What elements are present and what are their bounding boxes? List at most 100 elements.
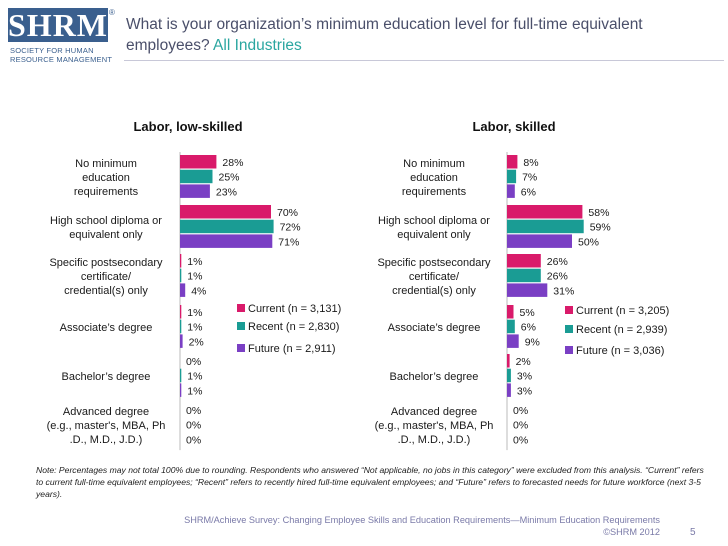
bar	[180, 368, 182, 383]
bar	[180, 334, 183, 348]
bar	[180, 219, 274, 234]
bar	[180, 319, 182, 334]
bar	[507, 234, 572, 248]
category-label: education	[410, 172, 458, 184]
data-label: 28%	[222, 157, 243, 169]
bar	[507, 268, 541, 283]
legend-swatch	[565, 325, 573, 333]
category-label: Bachelor’s degree	[390, 371, 479, 383]
bar	[507, 354, 510, 368]
bar	[180, 155, 217, 169]
data-label: 2%	[189, 336, 204, 348]
category-label: Advanced degree	[63, 406, 149, 418]
bar	[180, 184, 210, 198]
data-label: 6%	[521, 186, 536, 198]
data-label: 0%	[186, 356, 201, 368]
chart-title-2: Labor, skilled	[472, 119, 555, 134]
category-label: requirements	[402, 186, 467, 198]
footer-copyright: ©SHRM 2012	[603, 527, 660, 537]
category-label: equivalent only	[69, 229, 143, 241]
category-label: (e.g., master's, MBA, Ph	[47, 420, 166, 432]
logo-subtitle-line2: Resource Management	[10, 55, 113, 64]
legend-swatch	[565, 346, 573, 354]
bar	[180, 305, 182, 319]
category-label: Specific postsecondary	[377, 257, 491, 269]
footer: SHRM/Achieve Survey: Changing Employee S…	[154, 514, 660, 538]
legend-label: Recent (n = 2,830)	[248, 321, 339, 333]
category-label: equivalent only	[397, 229, 471, 241]
legend-swatch	[565, 306, 573, 314]
category-label: No minimum	[403, 158, 465, 170]
category-label: education	[82, 172, 130, 184]
data-label: 0%	[513, 405, 528, 417]
data-label: 1%	[187, 322, 202, 334]
bar	[180, 205, 271, 219]
category-label: Advanced degree	[391, 406, 477, 418]
category-label: .D., M.D., J.D.)	[70, 434, 143, 446]
category-label: High school diploma or	[378, 215, 490, 227]
data-label: 6%	[521, 322, 536, 334]
page-number: 5	[690, 527, 696, 538]
data-label: 70%	[277, 207, 298, 219]
data-label: 0%	[186, 405, 201, 417]
bar	[507, 205, 583, 219]
data-label: 72%	[280, 222, 301, 234]
data-label: 4%	[191, 285, 206, 297]
data-label: 71%	[278, 236, 299, 248]
bar	[180, 254, 182, 268]
category-label: Bachelor’s degree	[62, 371, 151, 383]
data-label: 1%	[187, 385, 202, 397]
category-label: .D., M.D., J.D.)	[398, 434, 471, 446]
data-label: 58%	[588, 207, 609, 219]
footnote: Note: Percentages may not total 100% due…	[36, 465, 704, 499]
category-label: Associate’s degree	[60, 322, 153, 334]
data-label: 0%	[186, 434, 201, 446]
legend-label: Future (n = 3,036)	[576, 345, 664, 357]
data-label: 9%	[525, 336, 540, 348]
data-label: 3%	[517, 371, 532, 383]
bar	[180, 169, 213, 184]
slide-title-subtitle: All Industries	[213, 37, 302, 54]
data-label: 5%	[520, 307, 535, 319]
data-label: 26%	[547, 256, 568, 268]
bar	[507, 368, 511, 383]
category-label: Specific postsecondary	[49, 257, 163, 269]
data-label: 3%	[517, 385, 532, 397]
data-label: 7%	[522, 172, 537, 184]
bar	[507, 184, 515, 198]
category-label: High school diploma or	[50, 215, 162, 227]
bar	[180, 234, 273, 248]
chart-title-1: Labor, low-skilled	[133, 119, 242, 134]
legend-swatch	[237, 304, 245, 312]
category-label: credential(s) only	[392, 285, 476, 297]
bar	[180, 383, 182, 397]
title-divider	[124, 60, 724, 61]
logo-subtitle-line1: Society for Human	[10, 46, 94, 55]
category-label: (e.g., master's, MBA, Ph	[375, 420, 494, 432]
bar	[507, 305, 514, 319]
legend-swatch	[237, 344, 245, 352]
bar	[507, 283, 548, 297]
bar	[180, 283, 186, 297]
category-label: requirements	[74, 186, 139, 198]
category-label: Associate’s degree	[388, 322, 481, 334]
registered-mark: ®	[109, 8, 115, 17]
bar	[507, 334, 519, 348]
logo-wordmark: SHRM	[8, 7, 108, 43]
data-label: 1%	[187, 271, 202, 283]
legend-label: Current (n = 3,205)	[576, 305, 669, 317]
data-label: 25%	[219, 172, 240, 184]
logo-subtitle: Society for Human Resource Management	[10, 46, 120, 64]
bar	[507, 254, 541, 268]
data-label: 0%	[186, 420, 201, 432]
bar	[507, 219, 584, 234]
data-label: 1%	[187, 307, 202, 319]
legend-label: Future (n = 2,911)	[248, 343, 336, 355]
data-label: 8%	[523, 157, 538, 169]
category-label: No minimum	[75, 158, 137, 170]
data-label: 59%	[590, 222, 611, 234]
data-label: 0%	[513, 434, 528, 446]
data-label: 2%	[516, 356, 531, 368]
data-label: 1%	[187, 256, 202, 268]
slide-title-main: What is your organization’s minimum educ…	[126, 16, 643, 54]
